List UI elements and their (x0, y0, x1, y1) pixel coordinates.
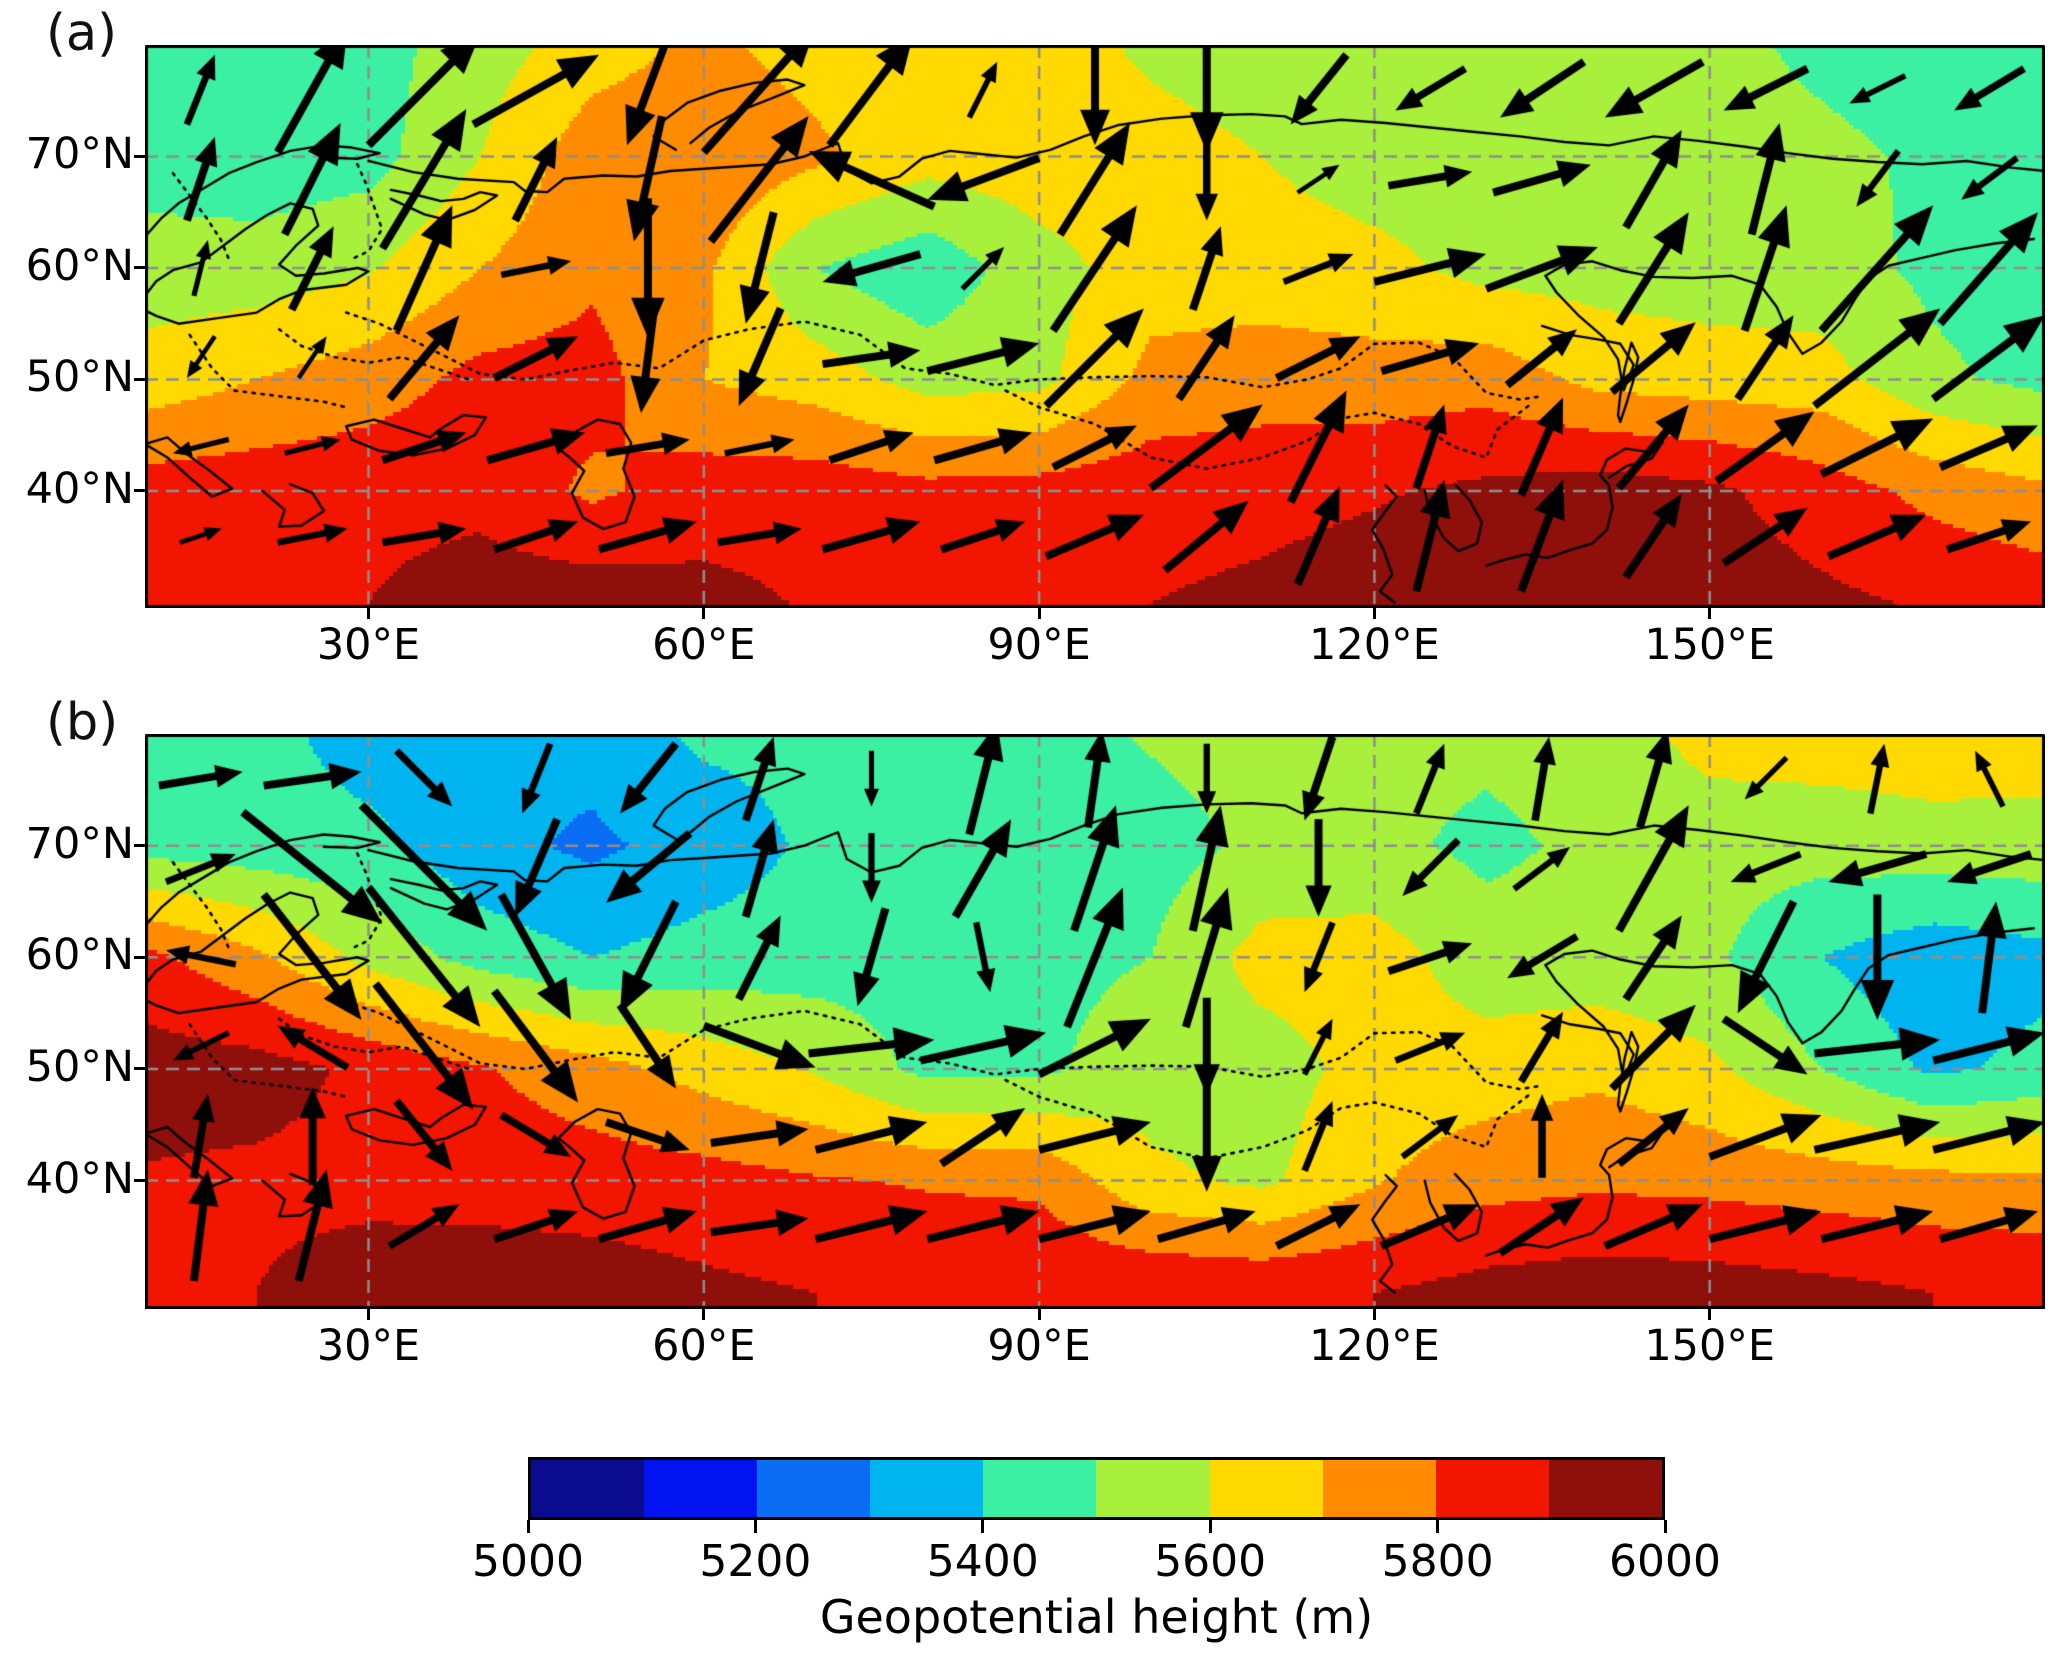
panel-a-label: (a) (46, 4, 118, 63)
colorbar-title: Geopotential height (m) (819, 1590, 1374, 1644)
colorbar-cell-7 (1322, 1460, 1436, 1517)
x-tick-label: 150°E (1644, 1321, 1776, 1371)
y-tickmark (134, 1067, 145, 1071)
y-tick-label: 40°N (25, 1153, 134, 1204)
colorbar-cell-2 (757, 1460, 871, 1517)
colorbar-tickmark (981, 1520, 985, 1533)
colorbar-cell-0 (531, 1460, 645, 1517)
y-tickmark (134, 266, 145, 270)
colorbar-cell-8 (1435, 1460, 1549, 1517)
x-tickmark (1372, 1309, 1376, 1320)
x-tickmark (1708, 1309, 1712, 1320)
x-tickmark (1037, 1309, 1041, 1320)
x-tick-label: 60°E (652, 1321, 756, 1371)
colorbar-cell-3 (870, 1460, 984, 1517)
x-tick-label: 120°E (1309, 620, 1440, 670)
y-tickmark (134, 955, 145, 959)
colorbar-cell-1 (644, 1460, 758, 1517)
y-tick-label: 70°N (25, 818, 134, 869)
colorbar-tickmark (753, 1520, 757, 1533)
x-tickmark (367, 608, 371, 619)
colorbar-tick-label: 6000 (1609, 1536, 1721, 1587)
colorbar-cell-4 (983, 1460, 1097, 1517)
colorbar (528, 1457, 1665, 1520)
x-tickmark (1372, 608, 1376, 619)
colorbar-tickmark (1208, 1520, 1212, 1533)
x-tick-label: 30°E (316, 1321, 421, 1371)
y-tick-label: 60°N (25, 240, 134, 291)
y-tick-label: 50°N (25, 352, 134, 403)
x-tick-label: 90°E (987, 620, 1091, 670)
y-tickmark (134, 844, 145, 848)
x-tickmark (702, 1309, 706, 1320)
x-tick-label: 90°E (987, 1321, 1091, 1371)
colorbar-tick-label: 5200 (699, 1536, 812, 1587)
x-tickmark (1708, 608, 1712, 619)
x-tick-label: 30°E (316, 620, 421, 670)
colorbar-cell-5 (1096, 1460, 1210, 1517)
x-tickmark (1037, 608, 1041, 619)
x-tickmark (367, 1309, 371, 1320)
panel-b-map-canvas (145, 734, 2045, 1309)
y-tick-label: 70°N (25, 129, 134, 180)
colorbar-tickmark (1436, 1520, 1440, 1533)
y-tickmark (134, 489, 145, 493)
panel-b-label: (b) (46, 693, 119, 752)
colorbar-cell-9 (1548, 1460, 1662, 1517)
x-tick-label: 60°E (652, 620, 756, 670)
panel-a-map-canvas (145, 45, 2045, 608)
colorbar-tick-label: 5000 (472, 1536, 584, 1587)
colorbar-tick-label: 5800 (1381, 1536, 1494, 1587)
y-tick-label: 50°N (25, 1041, 134, 1092)
x-tickmark (702, 608, 706, 619)
x-tick-label: 150°E (1644, 620, 1776, 670)
y-tickmark (134, 154, 145, 158)
y-tick-label: 40°N (25, 463, 134, 514)
y-tick-label: 60°N (25, 930, 134, 981)
colorbar-tickmark (526, 1520, 530, 1533)
y-tickmark (134, 1179, 145, 1183)
colorbar-tick-label: 5600 (1154, 1536, 1267, 1587)
colorbar-tick-label: 5400 (926, 1536, 1039, 1587)
colorbar-cell-6 (1209, 1460, 1323, 1517)
x-tick-label: 120°E (1309, 1321, 1440, 1371)
colorbar-tickmark (1663, 1520, 1667, 1533)
y-tickmark (134, 377, 145, 381)
